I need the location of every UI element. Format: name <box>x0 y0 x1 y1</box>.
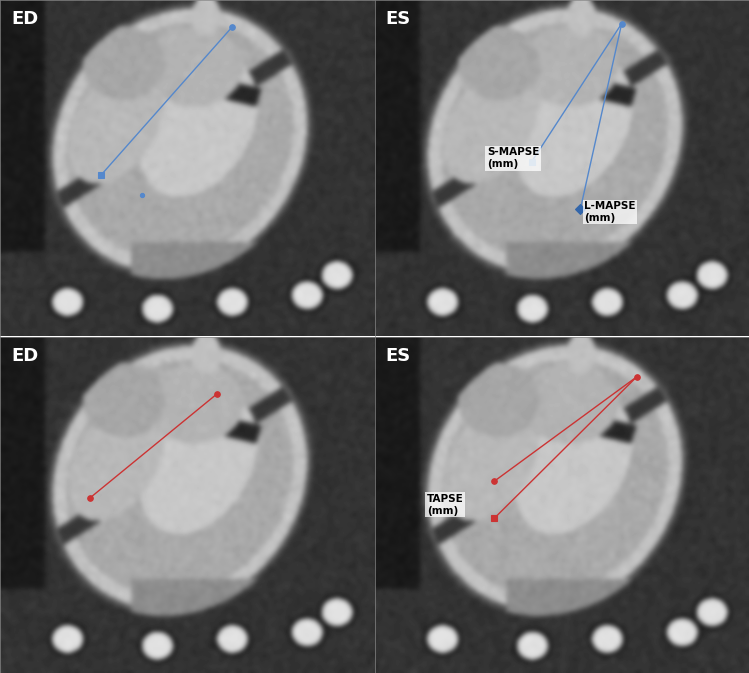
Text: TAPSE
(mm): TAPSE (mm) <box>427 494 464 516</box>
Text: ED: ED <box>11 347 38 365</box>
Text: ES: ES <box>386 347 411 365</box>
Text: L-MAPSE
(mm): L-MAPSE (mm) <box>584 201 636 223</box>
Text: S-MAPSE
(mm): S-MAPSE (mm) <box>487 147 539 169</box>
Text: ED: ED <box>11 10 38 28</box>
Text: ES: ES <box>386 10 411 28</box>
